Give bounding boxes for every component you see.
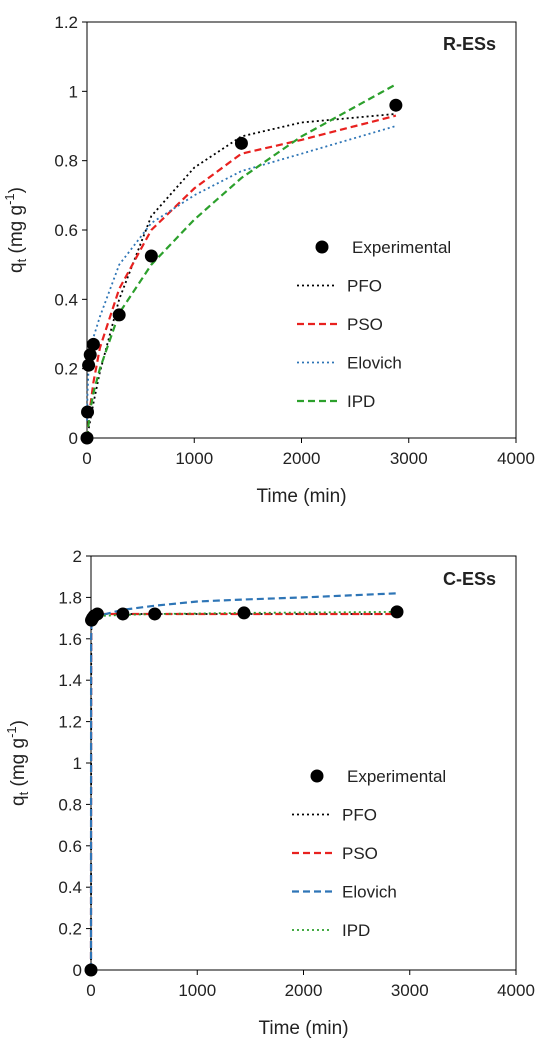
- chart-r-ess: 0 0.2 0.4 0.6 0.8 1 1.2 0 1000 2000 3000 4000 Time (…: [2, 13, 535, 507]
- x-tick-label: 0: [86, 981, 95, 1000]
- y-axis-title: qt (mg g-1): [4, 720, 31, 806]
- series-line-pfo: [90, 613, 397, 971]
- legend-label-elovich: Elovich: [342, 883, 397, 902]
- series-line-pso: [89, 612, 397, 971]
- y-tick-label: 1.6: [58, 630, 82, 649]
- experimental-point: [86, 337, 100, 351]
- y-tick-label: 0.4: [54, 290, 78, 309]
- legend-label-ipd: IPD: [347, 392, 375, 411]
- experimental-point: [80, 431, 94, 445]
- x-axis-title: Time (min): [258, 1018, 348, 1039]
- legend-label-ipd: IPD: [342, 921, 370, 940]
- y-tick-label: 1.4: [58, 671, 82, 690]
- y-tick-label: 0.4: [58, 878, 82, 897]
- y-tick-label: 2: [73, 547, 82, 566]
- experimental-point: [234, 136, 248, 150]
- experimental-point: [83, 348, 97, 362]
- y-tick-label: 0.8: [54, 152, 78, 171]
- series-line-pso: [85, 114, 397, 439]
- x-tick-label: 2000: [283, 449, 321, 468]
- legend-label-pso: PSO: [347, 315, 383, 334]
- series-line-ipd: [90, 611, 398, 621]
- y-tick-label: 1: [73, 754, 82, 773]
- experimental-point: [237, 606, 251, 620]
- x-tick-label: 4000: [497, 981, 535, 1000]
- legend: Experimental PFO PSO Elovich IPD: [297, 238, 451, 411]
- y-tick-label: 0.8: [58, 795, 82, 814]
- y-tick-label: 0.2: [58, 920, 82, 939]
- experimental-point: [112, 308, 126, 322]
- experimental-point: [116, 607, 130, 621]
- y-axis-title: qt (mg g-1): [2, 187, 29, 273]
- experimental-point: [390, 605, 404, 619]
- legend-label-pfo: PFO: [342, 806, 377, 825]
- legend-marker-experimental: [315, 240, 329, 254]
- y-tick-label: 1: [69, 82, 78, 101]
- experimental-point: [81, 405, 95, 419]
- panel-label: R-ESs: [443, 34, 496, 54]
- y-tick-label: 1.2: [54, 13, 78, 32]
- legend-label-experimental: Experimental: [347, 767, 446, 786]
- experimental-point: [148, 607, 162, 621]
- x-tick-label: 2000: [285, 981, 323, 1000]
- y-tick-label: 0: [69, 429, 78, 448]
- experimental-point: [144, 249, 158, 263]
- x-axis-title: Time (min): [256, 486, 346, 507]
- legend-label-experimental: Experimental: [352, 238, 451, 257]
- series-line-elovich: [86, 125, 397, 421]
- legend-label-elovich: Elovich: [347, 354, 402, 373]
- legend: Experimental PFO PSO Elovich IPD: [292, 767, 446, 940]
- x-tick-label: 3000: [391, 981, 429, 1000]
- panel-label: C-ESs: [443, 569, 496, 589]
- y-tick-label: 0.2: [54, 360, 78, 379]
- y-tick-label: 0.6: [54, 221, 78, 240]
- x-tick-label: 3000: [390, 449, 428, 468]
- y-tick-label: 0: [73, 961, 82, 980]
- legend-marker-experimental: [310, 769, 324, 783]
- y-tick-label: 1.2: [58, 713, 82, 732]
- experimental-point: [90, 607, 104, 621]
- x-tick-label: 1000: [178, 981, 216, 1000]
- series-line-ipd: [85, 83, 397, 439]
- legend-label-pfo: PFO: [347, 277, 382, 296]
- legend-label-pso: PSO: [342, 844, 378, 863]
- x-tick-label: 4000: [497, 449, 535, 468]
- chart-c-ess: 0 0.2 0.4 0.6 0.8 1 1.2 1.4 1.6 1.8 2 0 1000 2000 3000…: [4, 547, 535, 1039]
- experimental-point: [84, 963, 98, 977]
- y-tick-label: 0.6: [58, 837, 82, 856]
- x-tick-label: 1000: [175, 449, 213, 468]
- experimental-point: [389, 98, 403, 112]
- x-tick-label: 0: [82, 449, 91, 468]
- y-tick-label: 1.8: [58, 588, 82, 607]
- experimental-point: [82, 358, 96, 372]
